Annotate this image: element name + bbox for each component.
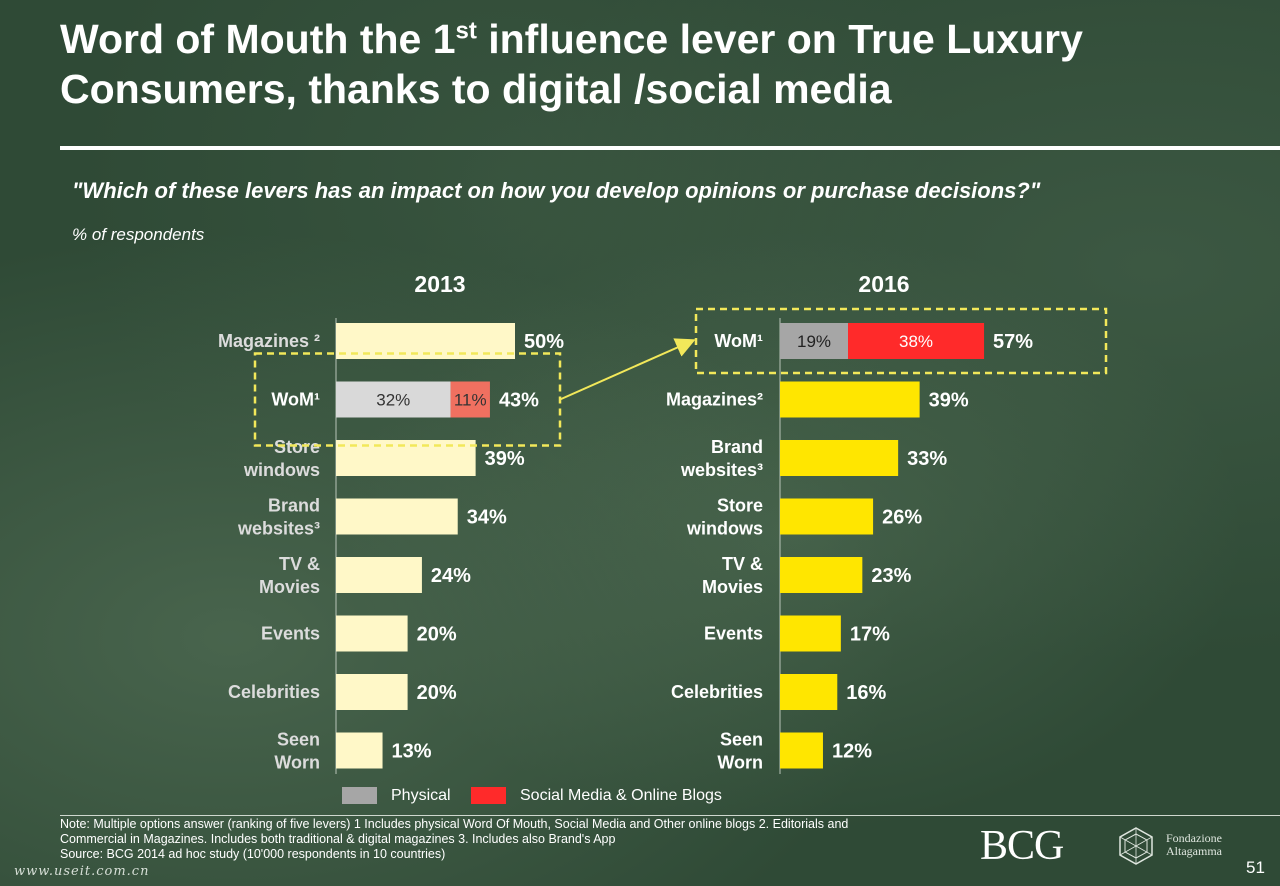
title-line2: Consumers, thanks to digital /social med… xyxy=(60,66,892,112)
bar xyxy=(336,498,458,535)
legend-label-physical: Physical xyxy=(391,787,451,804)
value-label: 39% xyxy=(485,448,525,470)
category-label: Worn xyxy=(274,753,320,773)
category-label: Magazines ² xyxy=(218,331,320,351)
category-label: WoM¹ xyxy=(271,390,320,410)
unit-label: % of respondents xyxy=(72,225,205,244)
category-label: Events xyxy=(704,624,763,644)
segment-label: 38% xyxy=(899,332,933,351)
altagamma-line1: Fondazione xyxy=(1166,831,1222,845)
category-label: Store xyxy=(274,437,320,457)
stacked-segment-social xyxy=(450,381,490,418)
source-line: Source: BCG 2014 ad hoc study (10'000 re… xyxy=(60,847,446,861)
legend-label-social: Social Media & Online Blogs xyxy=(520,787,722,804)
value-label: 43% xyxy=(499,390,539,412)
altagamma-wordmark: Fondazione Altagamma xyxy=(1166,832,1222,858)
category-label: Store xyxy=(717,496,763,516)
value-label: 24% xyxy=(431,565,471,587)
value-label: 20% xyxy=(417,682,457,704)
category-label: Celebrities xyxy=(671,682,763,702)
value-label: 26% xyxy=(882,507,922,529)
category-label: Movies xyxy=(259,577,320,597)
trend-arrow xyxy=(559,338,696,401)
legend-swatch-social xyxy=(471,787,506,805)
category-label: Brand xyxy=(711,437,763,457)
category-label: TV & xyxy=(722,554,763,574)
highlight-box xyxy=(694,307,1108,375)
legend-item-physical: Physical xyxy=(342,787,451,805)
legend-item-social: Social Media & Online Blogs xyxy=(471,787,722,805)
page-number: 51 xyxy=(1246,858,1265,877)
value-label: 57% xyxy=(993,331,1033,353)
bar xyxy=(780,674,838,710)
category-label: TV & xyxy=(279,554,320,574)
value-label: 17% xyxy=(850,624,890,646)
value-label: 16% xyxy=(846,682,886,704)
title-superscript: st xyxy=(455,17,477,45)
bar xyxy=(780,440,899,476)
stacked-segment-social xyxy=(848,323,985,359)
bcg-logo: BCG xyxy=(980,823,1064,869)
bar xyxy=(780,557,863,593)
bar xyxy=(780,615,841,652)
bar xyxy=(780,498,874,535)
altagamma-logo-icon xyxy=(1119,827,1153,865)
bar xyxy=(336,732,383,769)
category-label: windows xyxy=(686,519,763,539)
bar xyxy=(780,732,823,769)
bar xyxy=(336,674,408,710)
footnote-line: Note: Multiple options answer (ranking o… xyxy=(60,817,849,831)
category-label: Seen xyxy=(720,730,763,750)
category-label: Brand xyxy=(268,496,320,516)
stacked-segment-physical xyxy=(336,381,451,418)
footnotes: Note: Multiple options answer (ranking o… xyxy=(60,817,960,862)
category-label: Magazines² xyxy=(666,390,763,410)
category-label: WoM¹ xyxy=(714,331,763,351)
title-line1-part2: influence lever on True Luxury xyxy=(476,16,1083,62)
category-label: windows xyxy=(243,460,320,480)
slide-title: Word of Mouth the 1st influence lever on… xyxy=(60,14,1240,114)
value-label: 12% xyxy=(832,741,872,763)
value-label: 33% xyxy=(907,448,947,470)
watermark: www.useit.com.cn xyxy=(14,864,150,879)
value-label: 23% xyxy=(871,565,911,587)
bar xyxy=(336,557,422,593)
segment-label: 19% xyxy=(797,332,831,351)
category-label: Events xyxy=(261,624,320,644)
category-label: Movies xyxy=(702,577,763,597)
legend-swatch-physical xyxy=(342,787,377,805)
footnote-line: Commercial in Magazines. Includes both t… xyxy=(60,832,616,846)
stacked-segment-physical xyxy=(780,323,849,359)
segment-label: 11% xyxy=(454,391,487,410)
chart-year-label: 2016 xyxy=(858,271,909,297)
value-label: 39% xyxy=(929,390,969,412)
category-label: websites³ xyxy=(237,519,320,539)
value-label: 20% xyxy=(417,624,457,646)
title-line1-part1: Word of Mouth the 1 xyxy=(60,16,456,62)
footer-divider xyxy=(60,815,1280,816)
value-label: 34% xyxy=(467,507,507,529)
survey-question: "Which of these levers has an impact on … xyxy=(72,178,1041,203)
bar xyxy=(336,615,408,652)
category-label: Celebrities xyxy=(228,682,320,702)
title-divider xyxy=(60,146,1280,150)
value-label: 13% xyxy=(392,741,432,763)
bar xyxy=(780,381,920,418)
bar-charts: 2013 Magazines ² 50% WoM¹ 32% 11% 43% Store wind… xyxy=(218,271,1108,774)
category-label: websites³ xyxy=(680,460,763,480)
altagamma-line2: Altagamma xyxy=(1166,844,1222,858)
category-label: Worn xyxy=(717,753,763,773)
segment-label: 32% xyxy=(376,391,410,410)
chart-year-label: 2013 xyxy=(414,271,465,297)
value-label: 50% xyxy=(524,331,564,353)
category-label: Seen xyxy=(277,730,320,750)
